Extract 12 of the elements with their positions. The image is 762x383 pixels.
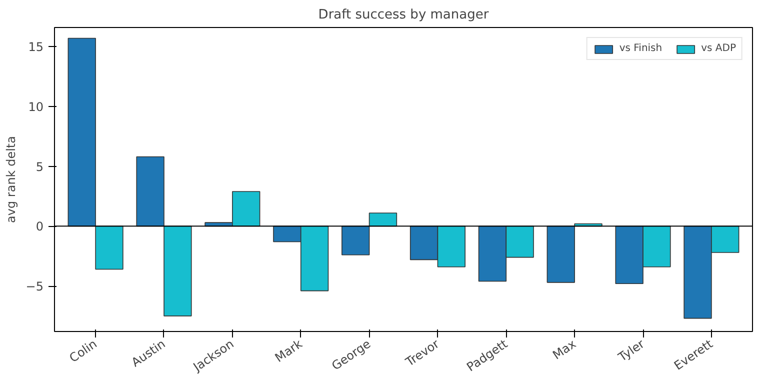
- x-tick-label: Tyler: [614, 336, 647, 365]
- y-tick-label: 10: [28, 100, 44, 114]
- y-tick-label: −5: [26, 280, 44, 294]
- x-tick-label: Colin: [66, 336, 100, 366]
- y-tick-label: 0: [36, 220, 44, 234]
- x-tick-label: Max: [550, 336, 579, 362]
- y-axis-title: avg rank delta: [4, 136, 18, 223]
- chart-title: Draft success by manager: [318, 8, 490, 22]
- y-tick-label: 15: [28, 40, 44, 54]
- legend-label: vs Finish: [619, 43, 662, 54]
- legend-label: vs ADP: [701, 43, 736, 54]
- y-tick-label: 5: [36, 160, 44, 174]
